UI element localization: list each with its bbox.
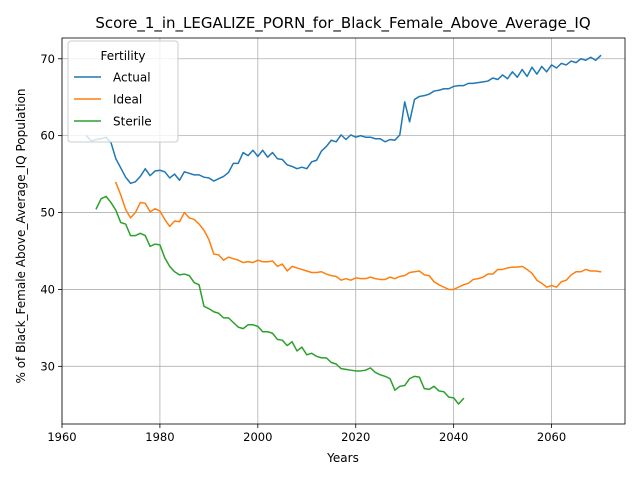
x-axis-label: Years [326, 451, 359, 465]
y-tick-label: 40 [40, 282, 55, 296]
ticks-layer: 1960 1980 2000 2020 2040 2060 30 40 50 60 70 [40, 52, 566, 444]
x-tick-label: 1960 [47, 430, 76, 444]
x-tick-label: 2000 [243, 430, 272, 444]
y-tick-label: 30 [40, 359, 55, 373]
chart-title: Score_1_in_LEGALIZE_PORN_for_Black_Femal… [95, 14, 590, 33]
y-tick-label: 70 [40, 52, 55, 66]
series-line-actual [85, 54, 602, 185]
x-tick-label: 1980 [145, 430, 174, 444]
legend-label-ideal: Ideal [113, 93, 142, 107]
series-line-ideal [114, 181, 602, 291]
legend-label-actual: Actual [113, 71, 151, 85]
legend-box [67, 40, 179, 143]
x-tick-label: 2040 [439, 430, 468, 444]
legend-title: Fertility [100, 49, 145, 63]
x-tick-label: 2060 [537, 430, 566, 444]
legend-entries: Actual Ideal Sterile [74, 71, 152, 129]
plot-frame [61, 37, 626, 425]
series-layer [85, 54, 602, 405]
series-line-sterile [95, 195, 465, 405]
grid-layer [61, 38, 625, 424]
y-tick-label: 50 [40, 206, 55, 220]
legend-label-sterile: Sterile [113, 115, 152, 129]
y-axis-label: % of Black_Female Above_Average_IQ Popul… [14, 88, 28, 383]
x-tick-label: 2020 [341, 430, 370, 444]
y-tick-label: 60 [40, 129, 55, 143]
legend: Fertility Actual Ideal Sterile [67, 40, 179, 143]
